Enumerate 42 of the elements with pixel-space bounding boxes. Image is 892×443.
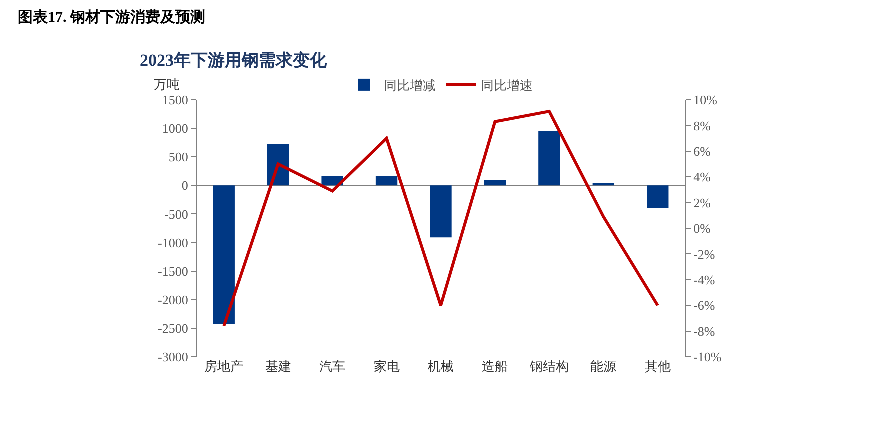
y2-tick-label: -10%	[694, 350, 722, 365]
x-tick-label: 能源	[590, 359, 617, 374]
y-tick-label: 500	[168, 150, 188, 165]
y2-tick-label: -8%	[694, 324, 716, 339]
y2-tick-label: 4%	[694, 170, 712, 185]
chart-subtitle: 2023年下游用钢需求变化	[140, 51, 328, 70]
y-tick-label: -2500	[158, 320, 188, 336]
y-tick-label: 0	[182, 178, 188, 194]
y-tick-label: -500	[164, 206, 188, 222]
legend-label: 同比增减	[384, 78, 436, 94]
bar	[376, 176, 398, 186]
chart-title: 图表17. 钢材下游消费及预测	[18, 9, 206, 26]
bar	[647, 186, 669, 209]
y2-tick-label: -4%	[694, 272, 716, 288]
y-tick-label: -3000	[158, 350, 188, 365]
bar	[213, 186, 235, 324]
line-series	[222, 110, 660, 328]
y-tick-label: 1000	[162, 121, 188, 136]
y-tick-label: 1500	[162, 92, 188, 108]
y-tick-label: -2000	[158, 292, 188, 308]
x-tick-label: 造船	[482, 359, 508, 374]
y2-tick-label: -6%	[694, 298, 716, 314]
x-tick-label: 家电	[374, 359, 400, 374]
y2-tick-label: 0%	[694, 221, 712, 236]
y-axis-title: 万吨	[154, 77, 180, 92]
y-tick-label: -1000	[158, 235, 188, 250]
y2-tick-label: 8%	[694, 118, 712, 134]
bar	[538, 131, 560, 186]
x-tick-label: 机械	[428, 359, 454, 374]
y2-tick-label: -2%	[694, 246, 716, 262]
bar	[484, 180, 506, 186]
y2-tick-label: 10%	[694, 92, 718, 108]
y2-tick-label: 2%	[694, 195, 712, 210]
x-tick-label: 基建	[265, 359, 292, 374]
y-tick-label: -1500	[158, 264, 188, 279]
x-tick-label: 房地产	[204, 359, 244, 374]
x-tick-label: 其他	[644, 359, 671, 374]
y2-tick-label: 6%	[694, 144, 712, 159]
legend-label: 同比增速	[481, 78, 533, 94]
x-tick-label: 汽车	[320, 359, 346, 374]
bar	[430, 186, 452, 238]
x-tick-label: 钢结构	[528, 359, 569, 374]
